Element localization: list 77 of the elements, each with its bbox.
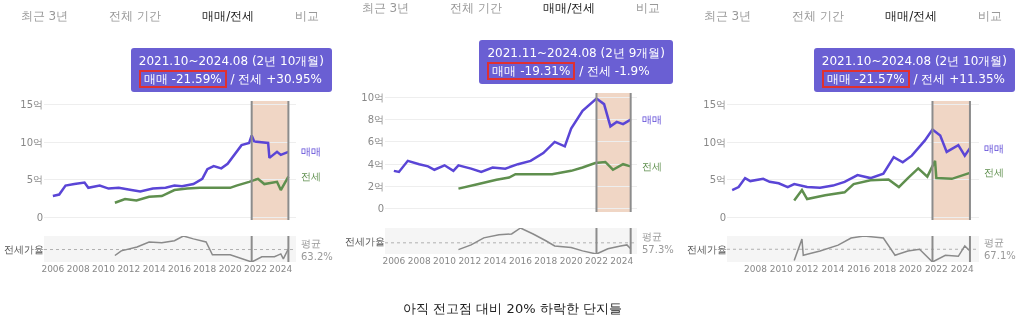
series-label: 매매 <box>301 146 321 157</box>
y-axis-title: 전세가율 <box>4 244 44 255</box>
x-tick-label: 2024 <box>950 264 974 274</box>
ref-line-label: 평균 63.2% <box>301 238 333 262</box>
y-tick-label: 15억 <box>703 99 726 111</box>
x-tick-label: 2010 <box>433 256 457 266</box>
text: 전체 기간 <box>450 0 503 17</box>
x-tick-label: 2020 <box>559 256 583 266</box>
series-label: 전세 <box>984 167 1004 178</box>
ref-line-label: 평균 57.3% <box>642 231 674 255</box>
text: 최근 3년 <box>20 8 69 25</box>
x-tick-label: 2014 <box>483 256 507 266</box>
x-tick-label: 2022 <box>244 264 267 274</box>
series-label: 매매 <box>984 143 1004 154</box>
text: 비교 <box>636 0 661 17</box>
series-label: 매매 <box>642 114 662 125</box>
x-tick-label: 2018 <box>534 256 558 266</box>
y-tick-label: 4억 <box>367 158 384 170</box>
text: 2021.10~2024.08 (2년 10개월) <box>138 53 324 70</box>
y-tick-label: 0 <box>36 211 43 223</box>
x-tick-label: 2016 <box>168 264 192 274</box>
y-tick-label: 2억 <box>367 180 384 192</box>
x-tick-label: 2022 <box>924 264 948 274</box>
text: 매매 -21.59% <box>138 70 227 88</box>
text: 최근 3년 <box>703 8 752 25</box>
y-tick-label: 6억 <box>367 136 384 148</box>
y-tick-label: 0 <box>719 211 726 223</box>
series-label: 전세 <box>642 161 662 172</box>
y-tick-label: 8억 <box>367 114 384 126</box>
y-tick-label: 0 <box>377 203 384 215</box>
text: 비교 <box>978 8 1003 25</box>
x-tick-label: 2018 <box>193 264 217 274</box>
x-tick-label: 2024 <box>269 264 293 274</box>
y-tick-label: 10억 <box>703 136 726 148</box>
x-tick-label: 2012 <box>458 256 482 266</box>
x-tick-label: 2006 <box>41 264 65 274</box>
ref-line-label: 평균 67.1% <box>984 237 1016 261</box>
text: / 전세 +30.95% <box>229 72 322 86</box>
x-tick-label: 2020 <box>218 264 242 274</box>
x-tick-label: 2016 <box>509 256 533 266</box>
y-tick-label: 10억 <box>361 91 384 103</box>
x-tick-label: 2012 <box>795 264 819 274</box>
text: 최근 3년 <box>361 0 410 17</box>
text: 매매/전세 <box>202 8 255 25</box>
x-tick-label: 2010 <box>769 264 794 274</box>
x-tick-label: 2024 <box>610 256 634 266</box>
text: 2021.11~2024.08 (2년 9개월) <box>487 45 665 62</box>
x-tick-label: 2008 <box>743 264 768 274</box>
x-tick-label: 2010 <box>92 264 116 274</box>
x-tick-label: 2018 <box>873 264 897 274</box>
text: 전체 기간 <box>109 8 162 25</box>
x-tick-label: 2008 <box>407 256 431 266</box>
text: 전체 기간 <box>792 8 845 25</box>
x-tick-label: 2020 <box>899 264 923 274</box>
y-tick-label: 10억 <box>20 136 43 148</box>
y-axis-title: 전세가율 <box>687 244 727 255</box>
x-tick-label: 2014 <box>142 264 166 274</box>
x-tick-label: 2006 <box>382 256 406 266</box>
x-tick-label: 2008 <box>66 264 90 274</box>
y-axis-title: 전세가율 <box>345 236 385 247</box>
x-tick-label: 2016 <box>847 264 871 274</box>
y-tick-label: 15억 <box>20 99 43 111</box>
series-label: 전세 <box>301 171 321 182</box>
y-tick-label: 5억 <box>709 174 726 186</box>
text: 매매/전세 <box>885 8 938 25</box>
text: 아직 전고점 대비 20% 하락한 단지들 <box>402 300 623 318</box>
text: 매매 -19.31% <box>487 62 576 80</box>
text: 2021.10~2024.08 (2년 10개월) <box>821 53 1007 70</box>
text: 매매 -21.57% <box>821 70 910 88</box>
x-tick-label: 2022 <box>585 256 608 266</box>
text: 매매/전세 <box>543 0 596 17</box>
x-tick-label: 2014 <box>821 264 845 274</box>
x-tick-label: 2012 <box>117 264 141 274</box>
text: 비교 <box>295 8 320 25</box>
y-tick-label: 5억 <box>26 174 43 186</box>
text: / 전세 -1.9% <box>578 64 650 78</box>
text: / 전세 +11.35% <box>912 72 1005 86</box>
